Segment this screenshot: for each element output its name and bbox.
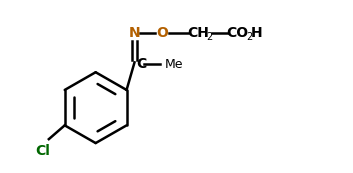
Text: N: N — [129, 26, 140, 40]
Text: 2: 2 — [246, 32, 253, 42]
Text: 2: 2 — [206, 32, 212, 42]
Text: Cl: Cl — [35, 144, 50, 158]
Text: Me: Me — [164, 58, 183, 71]
Text: CO: CO — [227, 26, 249, 40]
Text: CH: CH — [187, 26, 209, 40]
Text: O: O — [156, 26, 168, 40]
Text: C: C — [137, 57, 147, 71]
Text: H: H — [251, 26, 262, 40]
